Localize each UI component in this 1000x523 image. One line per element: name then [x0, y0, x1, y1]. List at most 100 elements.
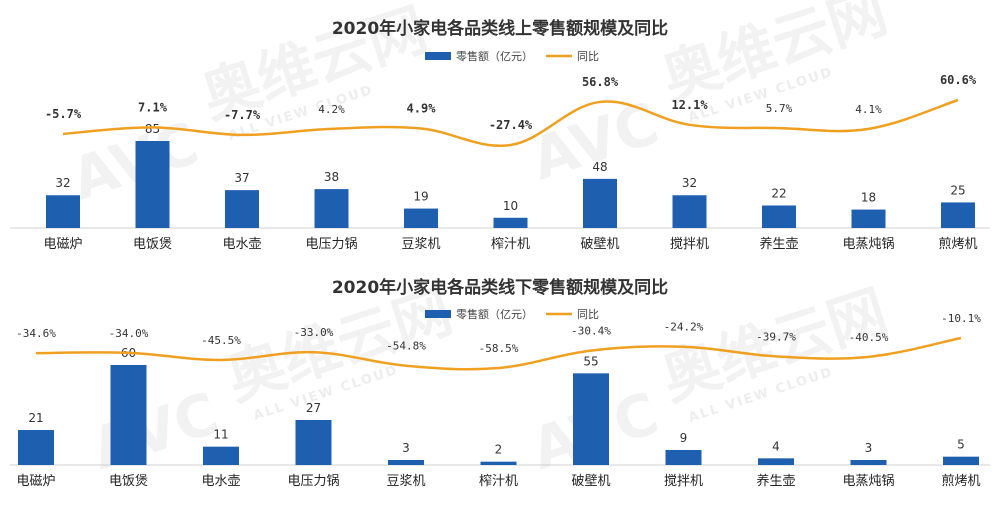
- bar: [203, 446, 239, 465]
- bar-value-label: 21: [28, 411, 43, 425]
- legend: 零售额（亿元） 同比: [425, 307, 599, 321]
- legend-bar-label: 零售额（亿元）: [456, 49, 533, 63]
- bar: [480, 461, 517, 465]
- yoy-label: -27.4%: [489, 118, 533, 132]
- category-label: 榨汁机: [479, 473, 518, 489]
- yoy-label: 12.1%: [671, 98, 708, 112]
- bar-value-label: 22: [771, 186, 786, 200]
- bar-value-label: 2: [495, 443, 503, 457]
- category-label: 电蒸炖锅: [842, 473, 894, 489]
- category-label: 煎烤机: [938, 236, 977, 252]
- bar: [295, 420, 332, 465]
- yoy-label: -30.4%: [571, 325, 611, 338]
- chart-title: 2020年小家电各品类线下零售额规模及同比: [332, 277, 668, 298]
- legend-bar-swatch: [425, 52, 451, 60]
- yoy-label: -45.5%: [201, 334, 241, 347]
- legend-line-label: 同比: [577, 50, 599, 63]
- category-label: 电饭煲: [109, 473, 148, 489]
- category-label: 电磁炉: [43, 237, 82, 252]
- category-label: 豆浆机: [386, 474, 425, 489]
- bar: [314, 189, 349, 228]
- legend-bar-label: 零售额（亿元）: [456, 307, 533, 321]
- yoy-label: -33.0%: [294, 326, 334, 339]
- yoy-label: 4.2%: [318, 103, 345, 116]
- yoy-label: -58.5%: [479, 342, 519, 355]
- category-label: 破壁机: [580, 237, 619, 252]
- category-label: 养生壶: [759, 236, 798, 252]
- bar: [672, 195, 707, 228]
- bar: [135, 141, 170, 228]
- bar: [18, 430, 54, 465]
- category-label: 搅拌机: [670, 236, 709, 252]
- category-label: 养生壶: [756, 473, 795, 489]
- legend-bar-swatch: [425, 310, 451, 318]
- legend-line-label: 同比: [577, 308, 599, 321]
- watermark-logo: AVC: [523, 89, 666, 193]
- bar: [493, 217, 528, 228]
- bar: [762, 205, 796, 228]
- bar: [583, 178, 617, 228]
- bar-value-label: 18: [861, 191, 876, 205]
- watermark-logo: AVC: [63, 109, 206, 213]
- category-label: 电水壶: [222, 237, 261, 252]
- bar: [404, 208, 438, 228]
- bar: [941, 202, 975, 228]
- yoy-label: 4.1%: [855, 103, 882, 116]
- bar-value-label: 3: [865, 441, 873, 455]
- yoy-label: -40.5%: [849, 331, 889, 344]
- category-label: 电压力锅: [305, 236, 357, 252]
- bar-value-label: 48: [592, 160, 607, 174]
- bar: [46, 195, 80, 228]
- bar: [665, 450, 702, 465]
- bar: [943, 456, 979, 465]
- bar-value-label: 55: [583, 354, 598, 368]
- bar: [110, 365, 147, 465]
- yoy-label: 7.1%: [138, 100, 168, 114]
- yoy-label: -54.8%: [386, 340, 426, 353]
- bar-value-label: 10: [503, 199, 518, 213]
- bar-value-label: 9: [680, 431, 688, 445]
- bar-value-label: 32: [55, 176, 70, 190]
- category-label: 煎烤机: [941, 473, 980, 489]
- bar: [758, 458, 794, 465]
- yoy-label: -39.7%: [756, 330, 796, 343]
- watermark-logo: AVC: [83, 379, 226, 483]
- category-label: 电水壶: [201, 474, 240, 489]
- category-label: 豆浆机: [401, 237, 440, 252]
- yoy-label: 4.9%: [407, 101, 437, 115]
- bar: [851, 209, 886, 228]
- bar-value-label: 19: [413, 190, 428, 204]
- yoy-label: -5.7%: [45, 107, 82, 121]
- category-label: 搅拌机: [664, 473, 703, 489]
- bar-value-label: 25: [950, 183, 965, 197]
- bar-value-label: 5: [957, 438, 965, 452]
- yoy-label: -34.6%: [16, 327, 56, 340]
- bar-value-label: 27: [306, 401, 321, 415]
- bar: [225, 190, 259, 228]
- bar-value-label: 11: [213, 428, 228, 442]
- bar-value-label: 37: [234, 171, 249, 185]
- category-label: 电压力锅: [287, 473, 339, 489]
- legend: 零售额（亿元） 同比: [425, 49, 599, 63]
- bar-value-label: 85: [145, 122, 160, 136]
- bar-value-label: 3: [402, 441, 410, 455]
- bar-value-label: 4: [772, 439, 780, 453]
- chart-title: 2020年小家电各品类线上零售额规模及同比: [332, 18, 668, 39]
- category-label: 榨汁机: [491, 236, 530, 252]
- bar-value-label: 32: [682, 176, 697, 190]
- yoy-label: -24.2%: [664, 321, 704, 334]
- yoy-label: 60.6%: [940, 73, 977, 87]
- bar: [573, 373, 609, 465]
- bar: [388, 460, 424, 465]
- yoy-label: -34.0%: [109, 327, 149, 340]
- yoy-label: 5.7%: [766, 102, 793, 115]
- yoy-label: -7.7%: [224, 108, 261, 122]
- bar: [850, 460, 887, 465]
- category-label: 电饭煲: [133, 236, 172, 252]
- category-label: 破壁机: [571, 474, 610, 489]
- category-label: 电磁炉: [16, 474, 55, 489]
- yoy-label: 56.8%: [582, 75, 619, 89]
